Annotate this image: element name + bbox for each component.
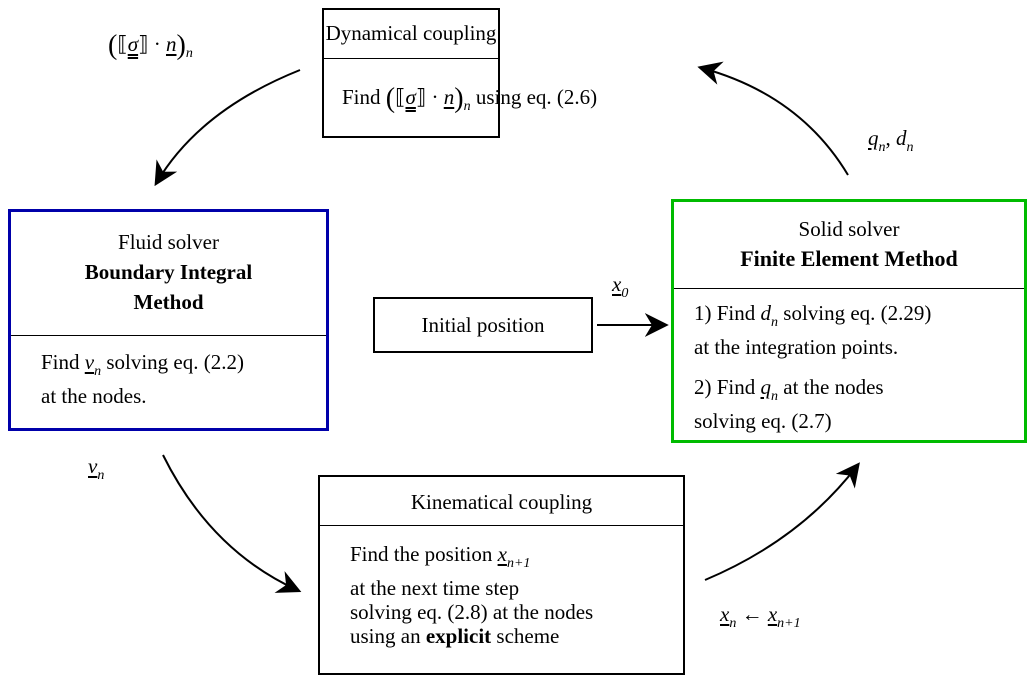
text: Find (342, 85, 386, 109)
label: Initial position (421, 313, 545, 337)
text: at the next time step (350, 576, 520, 600)
text: n+1 (506, 556, 531, 571)
initial-box: Initial position (373, 297, 593, 353)
text: n (771, 389, 779, 404)
line: Find vn solving eq. (2.2) (41, 350, 326, 384)
text: n (165, 32, 177, 56)
text: n (463, 99, 471, 114)
arrow (162, 454, 302, 593)
divider (324, 58, 498, 59)
text: Solid solver (798, 217, 900, 241)
text: Find the position (350, 542, 498, 566)
text: n (878, 140, 886, 155)
text: Boundary Integral (84, 260, 253, 284)
text: ) (176, 30, 186, 61)
body: Find the position xn+1 at the next time … (320, 526, 683, 648)
text: ⟧ · (415, 85, 444, 109)
line: Find the position xn+1 (350, 542, 683, 576)
text: n (97, 468, 105, 483)
text: Fluid solver (118, 230, 219, 254)
text: at the nodes (778, 375, 884, 399)
arrow (154, 69, 301, 187)
text: n (906, 140, 914, 155)
text: d (760, 301, 772, 325)
text: x (720, 602, 730, 626)
text: q (760, 375, 772, 399)
arrow (697, 61, 849, 176)
text: ← (736, 602, 768, 626)
title: Solid solver Finite Element Method (674, 202, 1024, 288)
text: σ (127, 32, 139, 56)
text: n (729, 616, 737, 631)
text: x (497, 542, 507, 566)
text: solving eq. (2.7) (694, 409, 832, 433)
text: explicit (425, 624, 492, 648)
text: q (868, 126, 879, 150)
text: at the nodes. (41, 384, 147, 408)
text: using eq. (2.6) (470, 85, 598, 109)
traction-label: (⟦σ⟧ · n)n (108, 30, 193, 62)
body: Find vn solving eq. (2.2) at the nodes. (11, 336, 326, 408)
body: Find (⟦σ⟧ · n)n using eq. (2.6) (324, 59, 597, 119)
title: Fluid solver Boundary Integral Method (11, 212, 326, 335)
dynamical-box: Dynamical coupling Find (⟦σ⟧ · n)n using… (322, 8, 597, 138)
title: Dynamical coupling (325, 21, 497, 45)
text: Method (133, 290, 204, 314)
text: 0 (621, 286, 629, 301)
text: ) (454, 83, 464, 114)
text: 1) Find (694, 301, 761, 325)
divider (11, 335, 326, 336)
text: n (771, 315, 779, 330)
text: v (84, 350, 95, 374)
kinematical-box: Kinematical coupling Find the position x… (318, 475, 685, 675)
text: Find (41, 350, 85, 374)
text: n (443, 85, 455, 109)
text: ( (385, 83, 396, 114)
text: solving eq. (2.8) at the nodes (350, 600, 594, 624)
text: , (885, 126, 896, 150)
text: ⟦ (395, 85, 406, 109)
title: Kinematical coupling (410, 490, 593, 514)
text: n (185, 46, 193, 61)
text: σ (405, 85, 416, 109)
body: 1) Find dn solving eq. (2.29) at the int… (674, 289, 1024, 433)
text: solving eq. (2.2) (101, 350, 244, 374)
solid-output-label: qn, dn (868, 126, 914, 156)
text: solving eq. (2.29) (778, 301, 932, 325)
text: d (896, 126, 907, 150)
x0-label: x0 (612, 272, 628, 302)
text: x (612, 272, 622, 296)
update-label: xn ← xn+1 (720, 602, 801, 632)
text: n (94, 364, 102, 379)
arrow (704, 462, 860, 581)
text: ⟧ · (138, 32, 166, 56)
divider (320, 525, 683, 526)
velocity-label: vn (88, 454, 104, 484)
divider (674, 288, 1024, 289)
solid-box: Solid solver Finite Element Method 1) Fin… (671, 199, 1027, 443)
text: v (88, 454, 98, 478)
text: x (767, 602, 778, 626)
text: scheme (491, 624, 560, 648)
text: using an (350, 624, 426, 648)
line: using an explicit scheme (350, 624, 683, 648)
text: ⟦ (117, 32, 128, 56)
line: 1) Find dn solving eq. (2.29) (694, 301, 1024, 335)
text: n+1 (777, 616, 801, 631)
fluid-box: Fluid solver Boundary Integral Method Find… (8, 209, 329, 431)
text: 2) Find (694, 375, 761, 399)
line: 2) Find qn at the nodes (694, 375, 1024, 409)
text: ( (108, 30, 118, 61)
text: Finite Element Method (740, 246, 958, 271)
text: at the integration points. (694, 335, 899, 359)
